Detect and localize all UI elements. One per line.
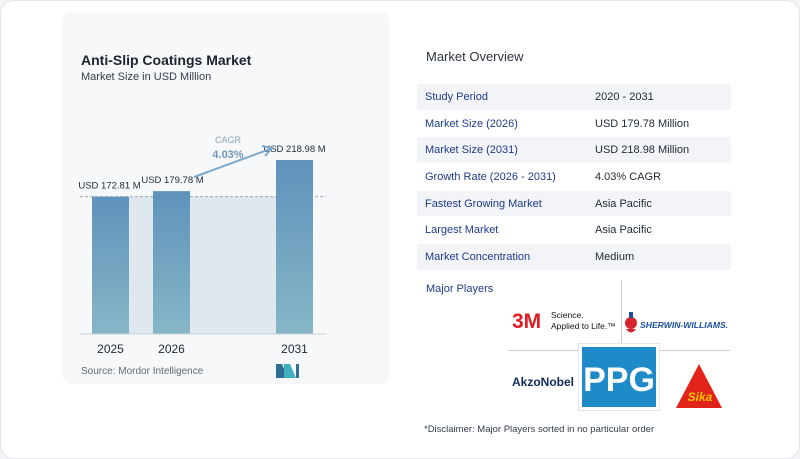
overview-row: Fastest Growing Market Asia Pacific: [417, 190, 731, 218]
overview-row: Market Size (2026) USD 179.78 Million: [417, 111, 731, 138]
overview-row-label: Study Period: [425, 90, 488, 103]
overview-row: Growth Rate (2026 - 2031) 4.03% CAGR: [417, 164, 731, 191]
mordor-intelligence-logo: [276, 364, 299, 378]
chart-card: Anti-Slip Coatings Market Market Size in…: [62, 12, 390, 384]
overview-row: Market Concentration Medium: [417, 244, 731, 271]
data-label: USD 218.98 M: [263, 144, 325, 155]
major-players-label: Major Players: [426, 283, 494, 295]
3m-tagline-2: Applied to Life.™: [551, 321, 616, 331]
overview-row-value: 2020 - 2031: [595, 90, 654, 103]
bar-2025: [92, 196, 129, 334]
akzonobel-wordmark: AkzoNobel: [512, 375, 574, 389]
sika-wordmark: Sika: [688, 390, 713, 404]
overview-row: Largest Market Asia Pacific: [417, 217, 731, 245]
sherwin-williams-wordmark: SHERWIN-WILLIAMS.: [640, 320, 728, 330]
overview-row-value: Asia Pacific: [595, 224, 652, 237]
ppg-wordmark: PPG: [583, 361, 655, 399]
cagr-arrow-head: [261, 145, 274, 157]
overview-row-value: USD 218.98 Million: [595, 144, 690, 157]
chart-title: Anti-Slip Coatings Market: [81, 52, 252, 68]
cagr-value: 4.03%: [212, 149, 243, 161]
ppg-logo: PPG: [578, 343, 660, 411]
overview-row-label: Market Concentration: [425, 250, 531, 263]
overview-row-value: Asia Pacific: [595, 197, 652, 210]
data-label: USD 172.81 M: [78, 181, 140, 192]
overview-row-label: Largest Market: [425, 224, 499, 237]
source-note: Source: Mordor Intelligence: [81, 366, 204, 377]
3m-logo: 3M Science. Applied to Life.™: [512, 310, 616, 333]
market-overview-table: Study Period 2020 - 2031 Market Size (2026…: [417, 84, 731, 271]
disclaimer: *Disclaimer: Major Players sorted in no …: [424, 424, 655, 435]
logo-divider: [621, 280, 622, 346]
3m-mark: 3M: [512, 310, 541, 333]
x-tick-label: 2031: [281, 342, 308, 356]
sherwin-williams-logo: SHERWIN-WILLIAMS.: [625, 312, 728, 333]
data-label: USD 179.78 M: [141, 175, 203, 186]
major-players-logos: 3M Science. Applied to Life.™ SHERWIN-WI…: [508, 280, 730, 411]
x-tick-label: 2025: [97, 342, 124, 356]
x-tick-label: 2026: [158, 342, 185, 356]
sika-logo: Sika: [676, 364, 722, 408]
akzonobel-logo: AkzoNobel: [512, 375, 574, 389]
chart-subtitle: Market Size in USD Million: [81, 71, 212, 83]
overview-row: Study Period 2020 - 2031: [417, 84, 731, 111]
overview-row-label: Market Size (2026): [425, 117, 518, 130]
overview-row: Market Size (2031) USD 218.98 Million: [417, 137, 731, 165]
market-overview-title: Market Overview: [426, 49, 524, 64]
bar-2026: [153, 191, 190, 334]
bar-2031: [276, 160, 313, 334]
overview-row-value: USD 179.78 Million: [595, 117, 690, 130]
overview-row-value: 4.03% CAGR: [595, 170, 662, 183]
overview-row-value: Medium: [595, 250, 635, 263]
cagr-arrow-line: [193, 148, 271, 178]
overview-row-label: Market Size (2031): [425, 144, 518, 157]
cagr-label: CAGR: [215, 135, 242, 145]
3m-tagline-1: Science.: [551, 310, 584, 320]
overview-row-label: Fastest Growing Market: [425, 197, 542, 210]
overview-row-label: Growth Rate (2026 - 2031): [425, 170, 556, 183]
